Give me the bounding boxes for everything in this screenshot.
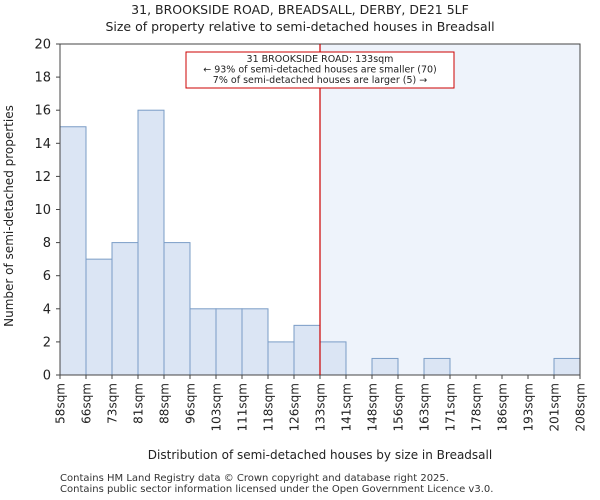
x-tick-label: 111sqm [236, 383, 250, 431]
annotation-box [185, 51, 455, 89]
bar [553, 357, 581, 376]
y-tick-label: 20 [34, 38, 51, 53]
x-tick-label: 148sqm [366, 383, 380, 431]
y-axis-label: Number of semi-detached properties [2, 105, 16, 327]
x-tick-label: 186sqm [496, 383, 510, 431]
x-tick-label: 96sqm [184, 383, 198, 424]
x-tick-label: 118sqm [262, 383, 276, 431]
x-tick-label: 58sqm [54, 383, 68, 424]
y-tick-label: 4 [43, 302, 51, 317]
footer-licence: Contains public sector information licen… [60, 484, 494, 495]
bar [111, 242, 139, 376]
x-tick-label: 103sqm [210, 383, 224, 431]
x-tick-label: 193sqm [522, 383, 536, 431]
x-axis-label: Distribution of semi-detached houses by … [148, 448, 492, 462]
x-tick-label: 126sqm [288, 383, 302, 431]
bar [293, 324, 321, 376]
x-tick-label: 88sqm [158, 383, 172, 424]
y-tick-label: 2 [43, 335, 51, 350]
larger-region-shade [320, 44, 580, 375]
bar [137, 109, 165, 376]
bar [319, 341, 347, 376]
bar [189, 308, 217, 376]
y-tick-label: 16 [34, 104, 51, 119]
y-tick-label: 6 [43, 269, 51, 284]
y-tick-label: 8 [43, 236, 51, 251]
bar [267, 341, 295, 376]
bar [371, 357, 399, 376]
x-tick-label: 171sqm [444, 383, 458, 431]
x-tick-label: 141sqm [340, 383, 354, 431]
x-tick-label: 178sqm [470, 383, 484, 431]
y-tick-label: 10 [34, 203, 51, 218]
bar [423, 357, 451, 376]
x-tick-label: 201sqm [548, 383, 562, 431]
y-tick-label: 0 [43, 369, 51, 384]
x-tick-label: 133sqm [314, 383, 328, 431]
annotation-line: ← 93% of semi-detached houses are smalle… [203, 65, 437, 76]
bar [85, 258, 113, 376]
y-tick-label: 14 [34, 137, 51, 152]
chart-title: 31, BROOKSIDE ROAD, BREADSALL, DERBY, DE… [131, 2, 469, 17]
footer-copyright: Contains HM Land Registry data © Crown c… [60, 473, 449, 484]
x-tick-label: 66sqm [80, 383, 94, 424]
annotation-line: 31 BROOKSIDE ROAD: 133sqm [247, 54, 394, 65]
x-tick-label: 156sqm [392, 383, 406, 431]
y-tick-label: 18 [34, 71, 51, 86]
chart-subtitle: Size of property relative to semi-detach… [105, 19, 495, 34]
x-tick-label: 163sqm [418, 383, 432, 431]
x-tick-label: 73sqm [106, 383, 120, 424]
x-tick-label: 208sqm [574, 383, 588, 431]
bar [241, 308, 269, 376]
y-tick-label: 12 [34, 170, 51, 185]
annotation-line: 7% of semi-detached houses are larger (5… [213, 75, 427, 86]
bar [59, 126, 87, 376]
bar [163, 242, 191, 376]
x-tick-label: 81sqm [132, 383, 146, 424]
bar [215, 308, 243, 376]
